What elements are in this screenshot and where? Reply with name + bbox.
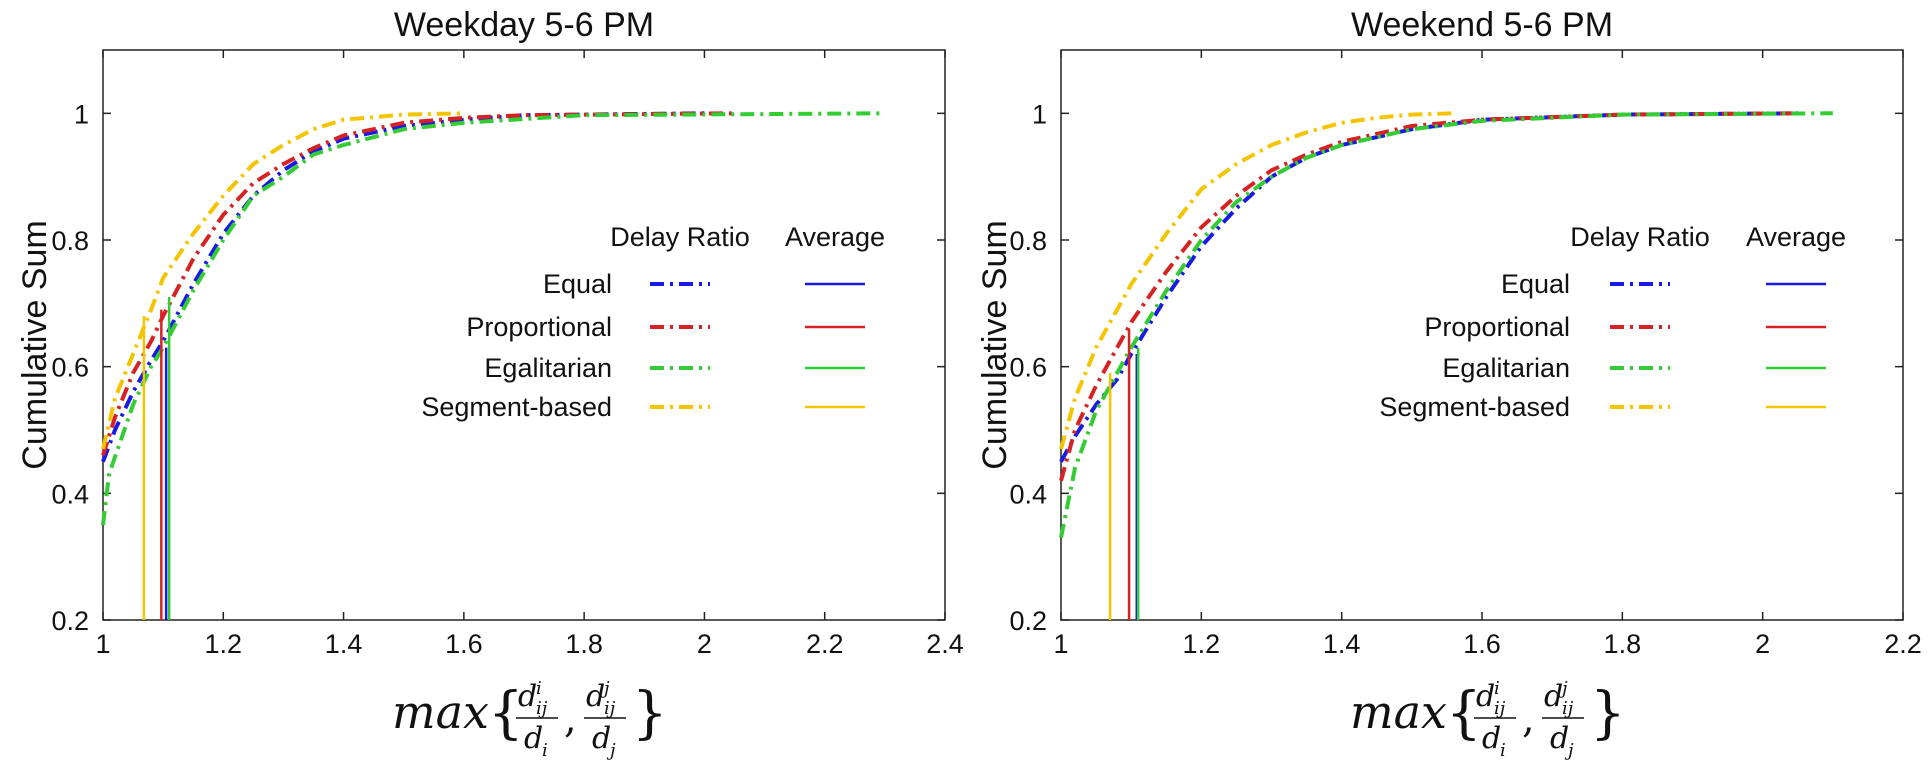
x-label-num2: d <box>1544 679 1563 714</box>
x-tick-label: 1.4 <box>325 629 363 659</box>
x-label-den2: d <box>1550 721 1569 756</box>
legend-label: Equal <box>1501 269 1570 299</box>
legend-label: Proportional <box>1424 312 1570 342</box>
x-label-brace-close: } <box>632 681 668 746</box>
series-line-proportional <box>1059 111 1798 482</box>
x-label-func: max <box>392 685 489 739</box>
x-label-sub2: ij <box>604 698 616 719</box>
y-tick-label: 0.2 <box>51 606 89 636</box>
x-label-func: max <box>1350 685 1447 739</box>
y-axis-label: Cumulative Sum <box>16 220 54 469</box>
series-line-equal <box>101 111 705 463</box>
y-tick-label: 0.2 <box>1009 606 1047 636</box>
x-label-den2: d <box>592 721 611 756</box>
series-line-egalitarian <box>1059 111 1833 539</box>
legend-label: Segment-based <box>421 392 612 422</box>
series-line-segment-based <box>1059 111 1454 450</box>
x-label-comma: , <box>1522 696 1535 742</box>
series-line-segment-based <box>101 111 464 450</box>
x-label-sub2: ij <box>1562 698 1574 719</box>
x-label-num1: d <box>518 679 537 714</box>
x-tick-label: 2.4 <box>926 629 964 659</box>
series-line-proportional <box>101 111 735 456</box>
legend-header-average: Average <box>1746 222 1846 252</box>
x-tick-label: 1.8 <box>565 629 603 659</box>
x-tick-label: 1.6 <box>445 629 483 659</box>
y-tick-label: 0.4 <box>51 479 89 509</box>
x-label-num1: d <box>1476 679 1495 714</box>
x-label-den1: d <box>1482 721 1501 756</box>
legend-header-average: Average <box>785 222 885 252</box>
x-label-densub2: j <box>1564 740 1574 761</box>
y-tick-label: 0.6 <box>51 353 89 383</box>
x-tick-label: 2 <box>697 629 712 659</box>
y-axis-label: Cumulative Sum <box>976 220 1014 469</box>
y-tick-label: 1 <box>1032 99 1047 129</box>
chart-title: Weekday 5-6 PM <box>394 6 654 44</box>
x-label-densub2: j <box>606 740 616 761</box>
y-tick-label: 0.6 <box>1009 353 1047 383</box>
x-tick-label: 1.2 <box>1183 629 1221 659</box>
x-tick-label: 1.8 <box>1604 629 1642 659</box>
x-label-sup2: j <box>1558 678 1568 699</box>
legend: Delay Ratio Average Equal Proportional Egali… <box>1379 222 1846 422</box>
chart-panel-2: Weekend 5-6 PM 1 1.2 1.4 1.6 1.8 2 2.2 0.2 0.4 0.6… <box>976 6 1922 761</box>
x-label-brace-close: } <box>1590 681 1626 746</box>
y-tick-label: 0.4 <box>1009 479 1047 509</box>
x-label-sup1: i <box>1494 678 1500 699</box>
legend-header-delay-ratio: Delay Ratio <box>1570 222 1710 252</box>
legend: Delay Ratio Average Equal Proportional Egali… <box>421 222 885 422</box>
x-tick-label: 2.2 <box>806 629 844 659</box>
x-tick-label: 2.2 <box>1884 629 1922 659</box>
x-label-den1: d <box>524 721 543 756</box>
x-label-num2: d <box>586 679 605 714</box>
x-label-sub1: ij <box>536 698 548 719</box>
legend-label: Segment-based <box>1379 392 1570 422</box>
x-label-sup1: i <box>536 678 542 699</box>
x-label-sub1: ij <box>1494 698 1506 719</box>
x-tick-label: 2 <box>1755 629 1770 659</box>
x-tick-label: 1 <box>95 629 110 659</box>
legend-label: Egalitarian <box>484 353 612 383</box>
x-tick-label: 1.6 <box>1463 629 1501 659</box>
x-tick-label: 1.4 <box>1323 629 1361 659</box>
series-line-egalitarian <box>101 111 885 526</box>
legend-label: Equal <box>543 269 612 299</box>
y-tick-label: 1 <box>74 99 89 129</box>
y-tick-label: 0.8 <box>51 226 89 256</box>
x-label-brace-open: { <box>488 681 524 746</box>
x-label-brace-open: { <box>1446 681 1482 746</box>
x-label-densub1: i <box>542 740 548 761</box>
legend-label: Proportional <box>466 312 612 342</box>
x-label-sup2: j <box>600 678 610 699</box>
series-line-equal <box>1059 111 1798 463</box>
x-tick-label: 1 <box>1053 629 1068 659</box>
chart-panel-1: Weekday 5-6 PM 1 1.2 1.4 1.6 1.8 2 2.2 2.4 0.2 0.4… <box>16 6 964 761</box>
plot-frame <box>102 49 946 621</box>
x-tick-label: 1.2 <box>205 629 243 659</box>
x-label-densub1: i <box>1500 740 1506 761</box>
y-tick-label: 0.8 <box>1009 226 1047 256</box>
legend-label: Egalitarian <box>1442 353 1570 383</box>
legend-header-delay-ratio: Delay Ratio <box>610 222 750 252</box>
x-label-comma: , <box>564 696 577 742</box>
chart-title: Weekend 5-6 PM <box>1351 6 1613 44</box>
